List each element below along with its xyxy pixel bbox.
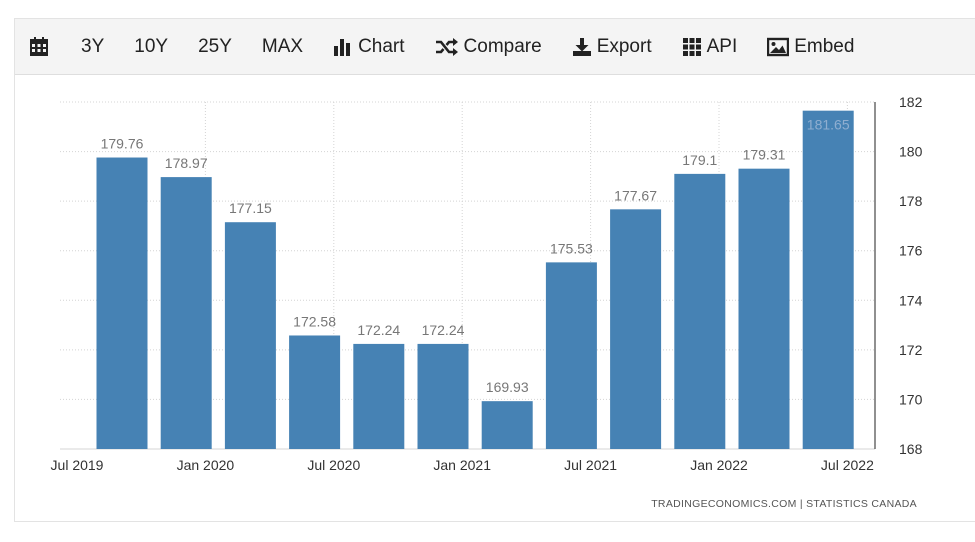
range-25y-button[interactable]: 25Y bbox=[198, 35, 232, 57]
bar bbox=[224, 222, 276, 449]
chart-type-button[interactable]: Chart bbox=[333, 35, 405, 58]
shuffle-icon bbox=[435, 37, 459, 57]
compare-label: Compare bbox=[463, 35, 542, 57]
range-3y-button[interactable]: 3Y bbox=[81, 35, 105, 57]
chart-toolbar: 3Y 10Y 25Y MAX Chart bbox=[15, 19, 975, 75]
y-tick-label: 174 bbox=[899, 292, 923, 308]
bar bbox=[545, 262, 597, 449]
bar-value-label: 172.24 bbox=[422, 322, 465, 338]
range-10y-button[interactable]: 10Y bbox=[134, 35, 169, 57]
compare-button[interactable]: Compare bbox=[435, 36, 542, 58]
bar bbox=[96, 157, 148, 449]
y-tick-label: 182 bbox=[899, 94, 923, 110]
x-tick-label: Jul 2021 bbox=[564, 457, 617, 473]
bar-chart-icon bbox=[333, 37, 353, 57]
bar-value-label: 175.53 bbox=[550, 240, 593, 256]
range-max-button[interactable]: MAX bbox=[261, 35, 304, 57]
bar-value-label: 178.97 bbox=[165, 155, 208, 171]
calendar-icon bbox=[30, 36, 48, 56]
source-footer: TRADINGECONOMICS.COM | STATISTICS CANADA bbox=[651, 498, 917, 510]
bar bbox=[802, 110, 854, 450]
bar-value-label: 172.24 bbox=[357, 322, 400, 338]
x-tick-label: Jan 2020 bbox=[177, 457, 235, 473]
bar bbox=[610, 209, 662, 449]
bar bbox=[289, 335, 341, 449]
bar bbox=[353, 343, 405, 449]
y-tick-label: 178 bbox=[899, 193, 923, 209]
x-tick-label: Jan 2022 bbox=[690, 457, 748, 473]
chart-label: Chart bbox=[358, 35, 405, 57]
bar bbox=[160, 177, 212, 449]
x-tick-label: Jan 2021 bbox=[433, 457, 491, 473]
y-tick-label: 176 bbox=[899, 243, 923, 259]
export-label: Export bbox=[596, 35, 652, 57]
y-tick-label: 168 bbox=[899, 441, 923, 457]
y-tick-label: 170 bbox=[899, 391, 923, 407]
download-icon bbox=[572, 37, 592, 57]
bar bbox=[738, 168, 790, 449]
bar bbox=[674, 173, 726, 449]
bar-value-label: 172.58 bbox=[293, 313, 336, 329]
bar bbox=[481, 401, 533, 449]
bar-value-label: 179.31 bbox=[743, 147, 786, 163]
bar bbox=[417, 343, 469, 449]
embed-button[interactable]: Embed bbox=[767, 36, 854, 58]
bar-value-label: 179.76 bbox=[101, 136, 144, 152]
export-button[interactable]: Export bbox=[572, 36, 652, 58]
bar-value-label: 177.67 bbox=[614, 187, 657, 203]
y-tick-label: 172 bbox=[899, 342, 923, 358]
x-tick-label: Jul 2019 bbox=[51, 457, 104, 473]
chart-panel: 3Y 10Y 25Y MAX Chart bbox=[14, 18, 975, 522]
y-tick-label: 180 bbox=[899, 144, 923, 160]
bar-value-label: 181.65 bbox=[807, 117, 850, 133]
grid-icon bbox=[682, 37, 702, 57]
x-tick-label: Jul 2020 bbox=[307, 457, 360, 473]
image-icon bbox=[767, 37, 790, 57]
api-button[interactable]: API bbox=[682, 35, 738, 58]
bar-value-label: 179.1 bbox=[682, 152, 717, 168]
x-tick-label: Jul 2022 bbox=[821, 457, 874, 473]
bar-value-label: 177.15 bbox=[229, 200, 272, 216]
api-label: API bbox=[706, 35, 738, 57]
bar-chart: 168 170 172 174 176 178 180 182 Jul 2019 Jan 2020… bbox=[51, 94, 923, 473]
calendar-button[interactable] bbox=[29, 36, 49, 57]
bar-value-label: 169.93 bbox=[486, 379, 529, 395]
embed-label: Embed bbox=[794, 35, 855, 57]
